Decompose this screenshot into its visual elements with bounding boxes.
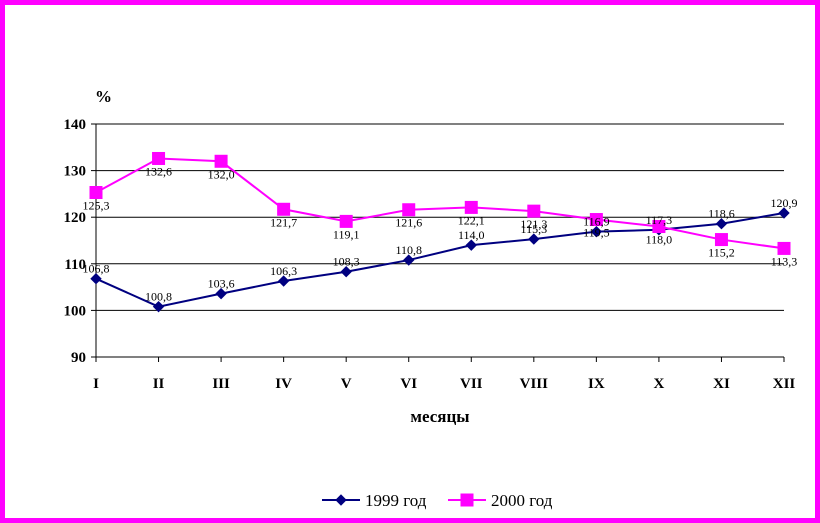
data-point-1-9 bbox=[652, 220, 666, 234]
data-point-1-5 bbox=[402, 203, 416, 217]
series-lines bbox=[89, 151, 791, 313]
legend: 1999 год 2000 год bbox=[322, 491, 553, 510]
legend-marker-1 bbox=[460, 493, 474, 507]
data-point-1-8 bbox=[589, 213, 603, 227]
y-tick-labels: 90 100 110 120 130 140 bbox=[64, 117, 87, 366]
data-label-1-10: 115,2 bbox=[708, 246, 735, 260]
data-label-1-9: 118,0 bbox=[646, 233, 673, 247]
data-point-1-4 bbox=[339, 214, 353, 228]
data-label-1-2: 132,0 bbox=[208, 167, 235, 181]
data-label-1-3: 121,7 bbox=[270, 215, 297, 229]
x-tick-label-II: II bbox=[153, 376, 165, 392]
x-tick-label-IX: IX bbox=[588, 376, 605, 392]
x-tick-label-IV: IV bbox=[275, 376, 292, 392]
data-point-0-10 bbox=[715, 218, 728, 230]
data-point-0-0 bbox=[90, 273, 102, 285]
data-label-0-6: 114,0 bbox=[458, 228, 485, 242]
data-label-1-7: 121,3 bbox=[520, 217, 547, 231]
data-point-0-11 bbox=[778, 207, 790, 219]
data-label-0-8: 116,9 bbox=[583, 215, 610, 229]
data-point-0-6 bbox=[465, 239, 477, 251]
data-point-1-2 bbox=[214, 154, 228, 168]
data-point-1-0 bbox=[89, 186, 103, 200]
data-label-1-0: 125,3 bbox=[83, 199, 110, 213]
data-point-0-3 bbox=[277, 275, 290, 287]
data-label-1-1: 132,6 bbox=[145, 164, 172, 178]
x-tick-label-VI: VI bbox=[400, 376, 417, 392]
y-tick-label-120: 120 bbox=[64, 210, 87, 226]
data-label-1-6: 122,1 bbox=[458, 213, 485, 227]
data-point-0-8 bbox=[590, 225, 603, 238]
data-label-0-9: 117,3 bbox=[646, 213, 673, 227]
legend-label-0: 1999 год bbox=[365, 491, 427, 510]
x-tick-label-VII: VII bbox=[460, 376, 483, 392]
x-axis-label: месяцы bbox=[410, 407, 469, 426]
data-point-1-3 bbox=[277, 202, 291, 216]
data-labels: 106,8 100,8 103,6 106,3 108,3 110,8 114,0 115,3… bbox=[83, 164, 798, 303]
data-label-0-5: 110,8 bbox=[395, 243, 422, 257]
data-label-0-4: 108,3 bbox=[333, 255, 360, 269]
x-tick-label-XI: XI bbox=[713, 376, 730, 392]
data-point-1-7 bbox=[527, 204, 541, 218]
y-tick-label-100: 100 bbox=[64, 303, 87, 319]
data-point-1-10 bbox=[714, 233, 728, 247]
gridlines bbox=[96, 123, 784, 311]
legend-label-1: 2000 год bbox=[491, 491, 553, 510]
x-tick-label-III: III bbox=[212, 376, 230, 392]
data-point-0-5 bbox=[403, 254, 415, 266]
data-point-0-2 bbox=[215, 287, 227, 300]
data-point-1-11 bbox=[777, 241, 791, 255]
series-line-1 bbox=[95, 157, 785, 250]
data-label-1-5: 121,6 bbox=[395, 216, 422, 230]
unit-label: % bbox=[95, 87, 112, 106]
x-tick-label-V: V bbox=[341, 376, 352, 392]
series-line-0 bbox=[95, 212, 785, 308]
x-tick-labels: I II III IV V VI VII VIII IX X XI XII bbox=[93, 376, 795, 392]
data-label-0-11: 120,9 bbox=[771, 196, 798, 210]
data-point-1-6 bbox=[464, 200, 478, 214]
data-label-0-0: 106,8 bbox=[83, 262, 110, 276]
y-tick-label-110: 110 bbox=[64, 257, 86, 273]
data-label-0-3: 106,3 bbox=[270, 264, 297, 278]
data-label-0-7: 115,3 bbox=[521, 222, 548, 236]
y-tick-label-140: 140 bbox=[64, 117, 87, 133]
axes bbox=[91, 123, 785, 362]
x-tick-label-I: I bbox=[93, 376, 99, 392]
data-label-1-4: 119,1 bbox=[333, 227, 360, 241]
y-tick-label-130: 130 bbox=[64, 164, 87, 180]
data-label-0-10: 118,6 bbox=[708, 207, 735, 221]
data-label-1-11: 113,3 bbox=[771, 254, 798, 268]
data-point-0-7 bbox=[528, 233, 540, 245]
data-point-1-1 bbox=[152, 151, 166, 165]
data-label-0-2: 103,6 bbox=[208, 277, 235, 291]
x-tick-label-VIII: VIII bbox=[520, 376, 549, 392]
data-label-0-1: 100,8 bbox=[145, 290, 172, 304]
data-point-0-4 bbox=[340, 266, 352, 278]
y-tick-label-90: 90 bbox=[71, 350, 86, 366]
data-point-0-1 bbox=[152, 300, 165, 313]
data-label-1-8: 119,5 bbox=[583, 226, 610, 240]
x-tick-label-XII: XII bbox=[773, 376, 796, 392]
legend-marker-0 bbox=[335, 494, 347, 506]
x-tick-label-X: X bbox=[653, 376, 664, 392]
